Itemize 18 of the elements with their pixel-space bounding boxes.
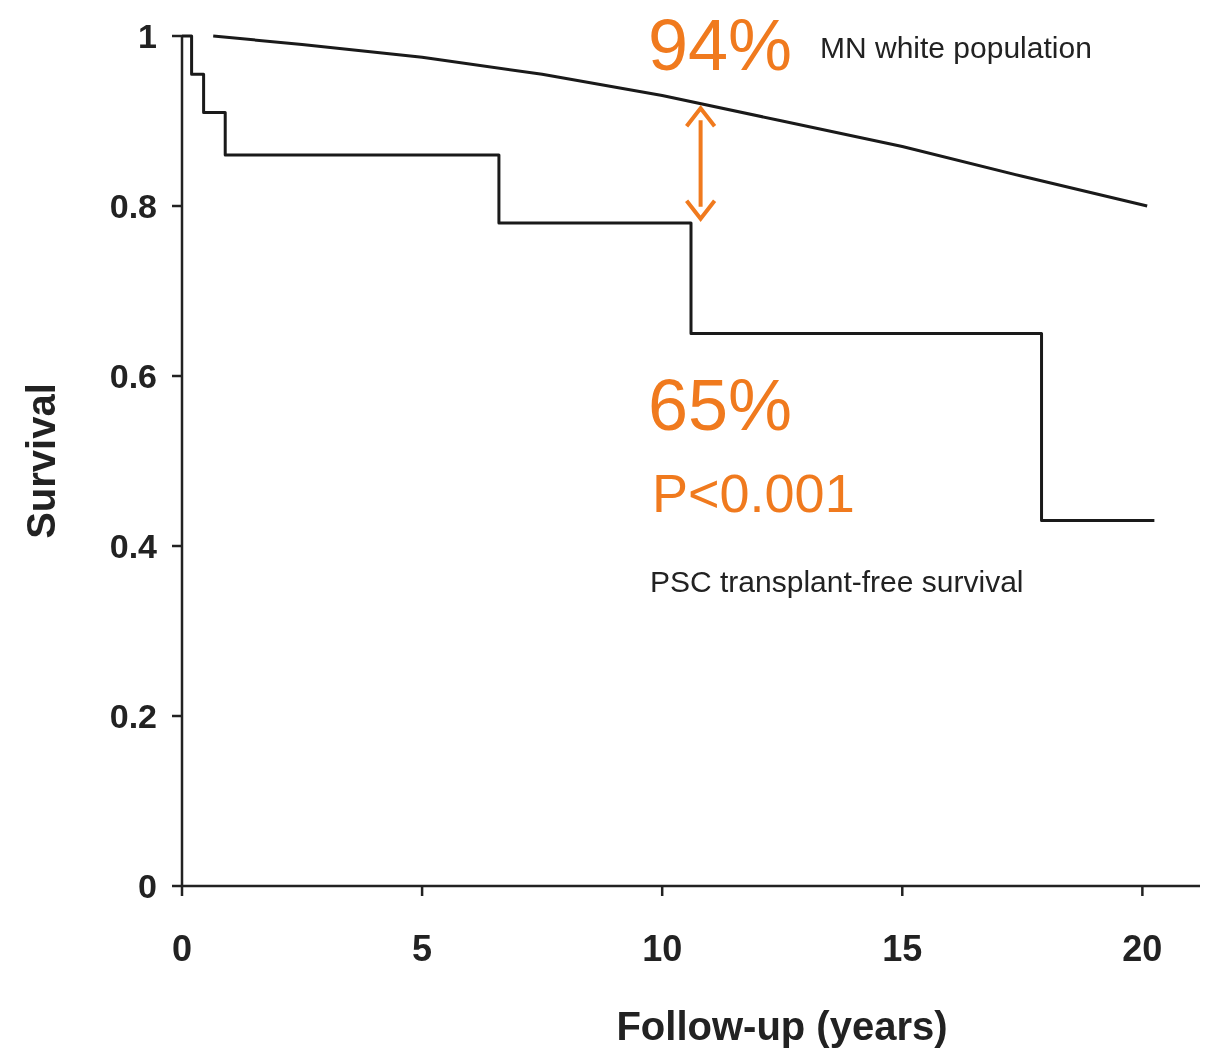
y-tick-label: 0.8 [109,186,157,225]
annotation: 94% [648,5,793,85]
x-tick-label: 5 [412,928,433,969]
x-tick-label: 10 [642,928,683,969]
y-tick-label: 0 [138,866,157,905]
y-tick-label: 0.2 [109,696,157,735]
text: MN white population [820,31,1092,64]
y-tick-label: 0.6 [109,356,157,395]
y-tick-label: 0.4 [109,526,158,565]
y-axis-title: Survival [19,383,63,539]
x-tick-label: 15 [882,928,923,969]
annotation: 65% [648,365,793,445]
x-tick-label: 0 [171,928,193,969]
x-axis-title: Follow-up (years) [616,1004,948,1048]
y-tick-label: 1 [138,16,157,55]
x-tick-label: 20 [1122,928,1163,969]
annotation: P<0.001 [652,463,855,523]
series-label: PSC transplant-free survival [650,565,1024,598]
